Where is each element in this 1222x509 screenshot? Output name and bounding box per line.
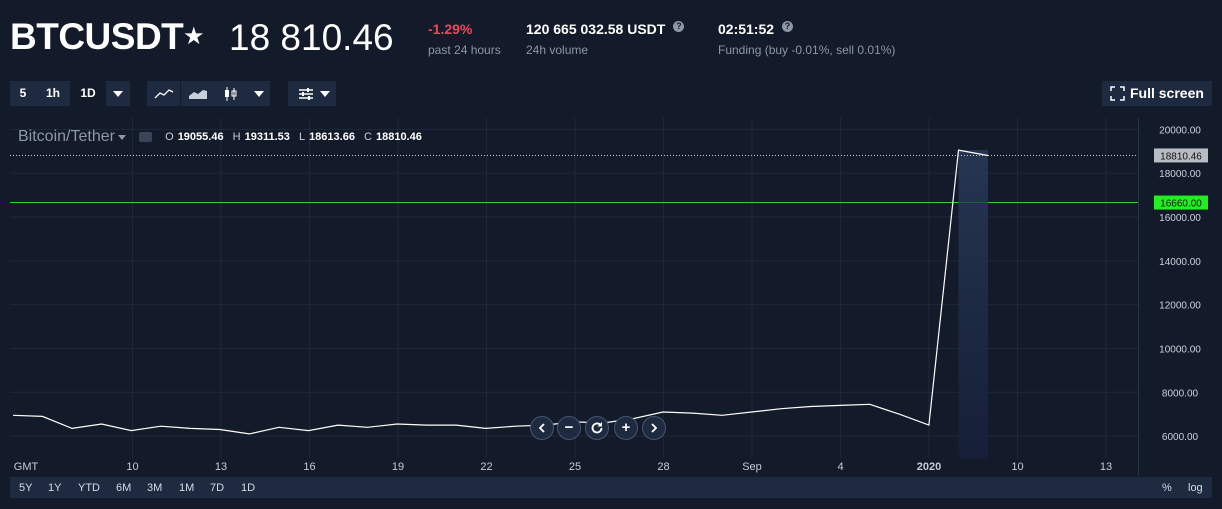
range-ytd[interactable]: YTD	[78, 482, 100, 494]
price-line[interactable]	[12, 149, 989, 435]
refresh-icon	[591, 422, 603, 434]
scroll-right-button[interactable]	[642, 416, 666, 440]
high-value: 19311.53	[244, 131, 290, 143]
price-level-label: 16660.00	[1160, 199, 1202, 210]
chevron-right-icon	[651, 423, 658, 433]
x-tick-label: Sep	[742, 461, 762, 473]
candle-chart-button[interactable]	[214, 81, 248, 106]
range-5y[interactable]: 5Y	[19, 482, 33, 494]
volume-label: 24h volume	[526, 43, 589, 57]
chevron-down-icon[interactable]	[118, 134, 126, 140]
y-tick-label: 16000.00	[1159, 213, 1201, 224]
area-chart-button[interactable]	[181, 81, 214, 106]
low-value: 18613.66	[309, 131, 355, 143]
eye-icon[interactable]	[139, 132, 153, 142]
indicators-button[interactable]	[288, 81, 336, 106]
x-tick-label: 19	[392, 461, 404, 473]
candlestick-icon	[225, 87, 237, 101]
funding-help-icon[interactable]: ?	[782, 21, 794, 32]
range-3m[interactable]: 3M	[147, 482, 163, 494]
volume-help-icon[interactable]: ?	[673, 21, 685, 32]
x-tick-label: 16	[303, 461, 315, 473]
latest-period-highlight	[958, 150, 988, 458]
open-value: 19055.46	[177, 131, 224, 143]
range-1m[interactable]: 1M	[179, 482, 195, 494]
fullscreen-label: Full screen	[1130, 85, 1204, 101]
sliders-icon	[299, 88, 313, 100]
funding-countdown: 02:51:52	[718, 21, 775, 37]
zoom-in-button[interactable]: +	[614, 416, 638, 440]
log-scale-toggle[interactable]: log	[1188, 482, 1203, 494]
chevron-down-icon	[113, 90, 123, 97]
scroll-left-button[interactable]	[530, 416, 554, 440]
range-7d[interactable]: 7D	[210, 482, 225, 494]
range-6m[interactable]: 6M	[116, 482, 132, 494]
x-tick-label: 22	[480, 461, 492, 473]
price-level-tag	[1154, 195, 1208, 210]
chevron-down-icon	[254, 90, 264, 97]
low-key: L	[298, 131, 306, 143]
close-value: 18810.46	[375, 131, 422, 143]
x-tick-label: 13	[215, 461, 227, 473]
change-label: past 24 hours	[428, 43, 501, 57]
price-chart[interactable]: 20000.00 18000.00 16000.00 14000.00 12000.00…	[10, 118, 1212, 476]
funding-stat: 02:51:52? Funding (buy -0.01%, sell 0.01…	[718, 21, 895, 57]
expand-icon	[1110, 86, 1125, 101]
x-tick-label: 13	[1100, 461, 1112, 473]
zoom-out-button[interactable]: −	[557, 416, 581, 440]
chevron-down-icon	[320, 91, 330, 97]
volume-value: 120 665 032.58 USDT	[526, 21, 666, 37]
last-price-label: 18810.46	[1160, 151, 1202, 162]
favorite-star-icon[interactable]: ★	[183, 23, 205, 50]
high-key: H	[232, 131, 241, 143]
x-tick-label: 2020	[917, 461, 941, 473]
fullscreen-button[interactable]: Full screen	[1102, 81, 1212, 106]
range-bar: 5Y 1Y YTD 6M 3M 1M 7D 1D % log	[10, 477, 1212, 498]
close-key: C	[364, 131, 372, 143]
open-key: O	[165, 131, 174, 143]
header: BTCUSDT ★ 18 810.46 -1.29% past 24 hours…	[0, 0, 1222, 72]
percent-scale-toggle[interactable]: %	[1162, 482, 1172, 494]
interval-5-button[interactable]: 5	[10, 81, 36, 106]
funding-label: Funding (buy -0.01%, sell 0.01%)	[718, 43, 896, 57]
y-tick-label: 8000.00	[1162, 388, 1199, 399]
chart-type-dropdown-button[interactable]	[248, 81, 270, 106]
x-tick-label: 10	[1011, 461, 1023, 473]
x-tick-label: GMT	[14, 461, 39, 473]
range-1y[interactable]: 1Y	[48, 482, 62, 494]
change-value: -1.29%	[428, 21, 473, 37]
interval-1h-button[interactable]: 1h	[36, 81, 70, 106]
area-chart-icon	[188, 90, 207, 99]
chevron-left-icon	[538, 423, 545, 433]
x-tick-label: 25	[569, 461, 581, 473]
interval-dropdown-button[interactable]	[106, 81, 130, 106]
y-tick-label: 14000.00	[1159, 257, 1201, 268]
x-tick-label: 28	[657, 461, 669, 473]
ohlc-values: O 19055.46 H 19311.53 L 18613.66 C 18810.46	[165, 131, 428, 143]
y-tick-label: 20000.00	[1159, 125, 1201, 136]
change-stat: -1.29% past 24 hours	[428, 21, 501, 57]
y-tick-label: 10000.00	[1159, 344, 1201, 355]
line-chart-icon	[154, 89, 173, 99]
x-tick-label: 10	[126, 461, 138, 473]
symbol-title: BTCUSDT	[10, 16, 184, 57]
instrument-name[interactable]: Bitcoin/Tether	[18, 128, 115, 145]
y-tick-label: 12000.00	[1159, 301, 1201, 312]
range-1d[interactable]: 1D	[241, 482, 256, 494]
x-tick-label: 4	[837, 461, 843, 473]
reset-button[interactable]	[585, 416, 609, 440]
y-tick-label: 6000.00	[1162, 432, 1199, 443]
volume-stat: 120 665 032.58 USDT? 24h volume	[526, 21, 685, 57]
line-chart-button[interactable]	[147, 81, 180, 106]
chart-legend: Bitcoin/Tether O 19055.46 H 19311.53 L 1861…	[18, 128, 428, 146]
last-price-tag	[1154, 148, 1208, 163]
current-price: 18 810.46	[229, 17, 394, 58]
chart-toolbar: 5 1h 1D Full screen	[0, 81, 1222, 107]
interval-1d-button[interactable]: 1D	[70, 81, 106, 106]
y-tick-label: 18000.00	[1159, 169, 1201, 180]
